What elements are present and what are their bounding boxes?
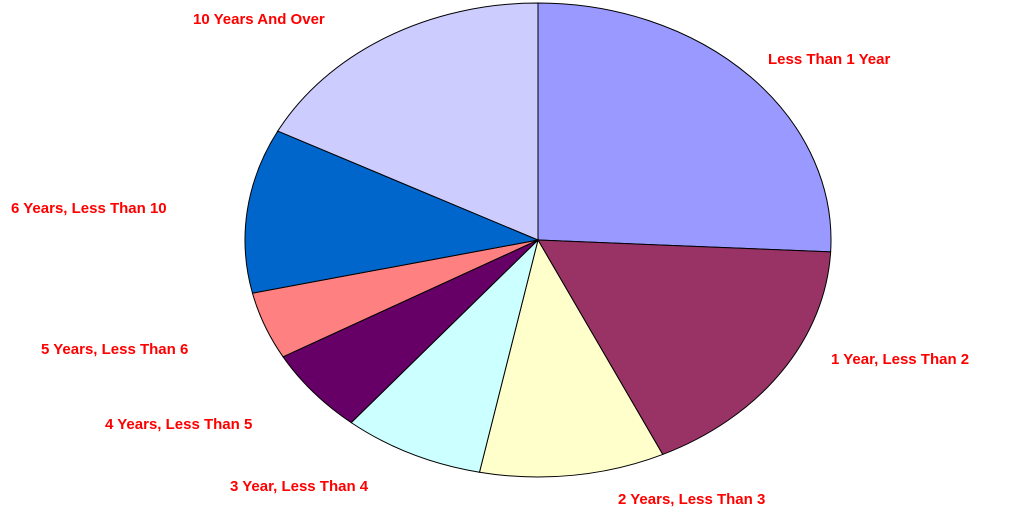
slice-label-8: 10 Years And Over: [193, 11, 325, 28]
slice-label-1: Less Than 1 Year: [768, 51, 890, 68]
pie-slice-1: [538, 3, 831, 252]
slice-label-7: 6 Years, Less Than 10: [11, 200, 167, 217]
slice-label-3: 2 Years, Less Than 3: [618, 491, 765, 508]
slice-label-5: 4 Years, Less Than 5: [105, 416, 252, 433]
slice-label-4: 3 Year, Less Than 4: [230, 478, 369, 495]
slices-layer: [245, 3, 831, 477]
slice-label-6: 5 Years, Less Than 6: [41, 341, 188, 358]
slice-label-2: 1 Year, Less Than 2: [831, 351, 969, 368]
